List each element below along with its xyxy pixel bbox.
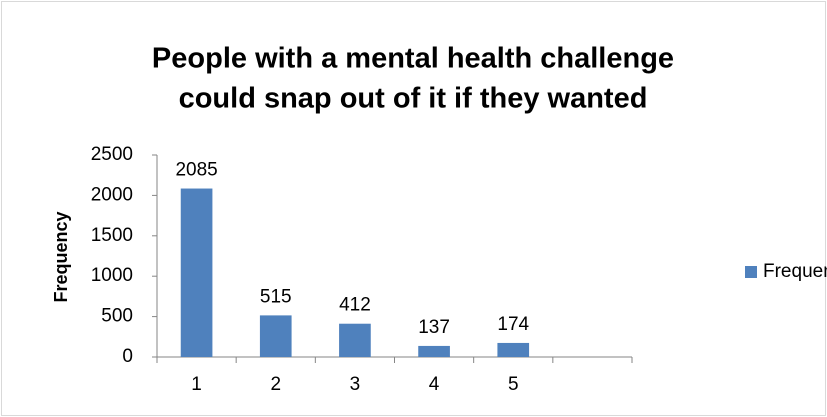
- data-label: 515: [260, 286, 292, 307]
- chart-title: People with a mental health challenge: [152, 43, 674, 75]
- legend-swatch: [745, 266, 757, 278]
- data-label: 174: [497, 314, 529, 335]
- data-label: 137: [418, 317, 450, 338]
- x-tick-label: 4: [429, 374, 440, 395]
- chart-title: could snap out of it if they wanted: [179, 83, 648, 115]
- y-tick-label: 0: [122, 346, 133, 367]
- x-tick-label: 1: [191, 374, 202, 395]
- bar: [418, 345, 450, 357]
- x-tick-label: 3: [350, 374, 361, 395]
- y-tick-label: 1500: [91, 225, 133, 246]
- y-tick-label: 500: [101, 306, 133, 327]
- y-tick-label: 2000: [91, 184, 133, 205]
- bar: [180, 188, 213, 357]
- y-axis-label: Frequency: [51, 211, 71, 302]
- bar: [339, 323, 371, 357]
- y-tick-label: 2500: [91, 144, 133, 165]
- x-tick-label: 2: [270, 374, 281, 395]
- bar: [259, 315, 292, 357]
- bar: [497, 342, 530, 357]
- x-tick-label: 5: [508, 374, 519, 395]
- data-label: 412: [339, 295, 371, 316]
- data-label: 2085: [175, 160, 217, 181]
- y-tick-label: 1000: [91, 265, 133, 286]
- legend-label: Frequency: [763, 261, 827, 282]
